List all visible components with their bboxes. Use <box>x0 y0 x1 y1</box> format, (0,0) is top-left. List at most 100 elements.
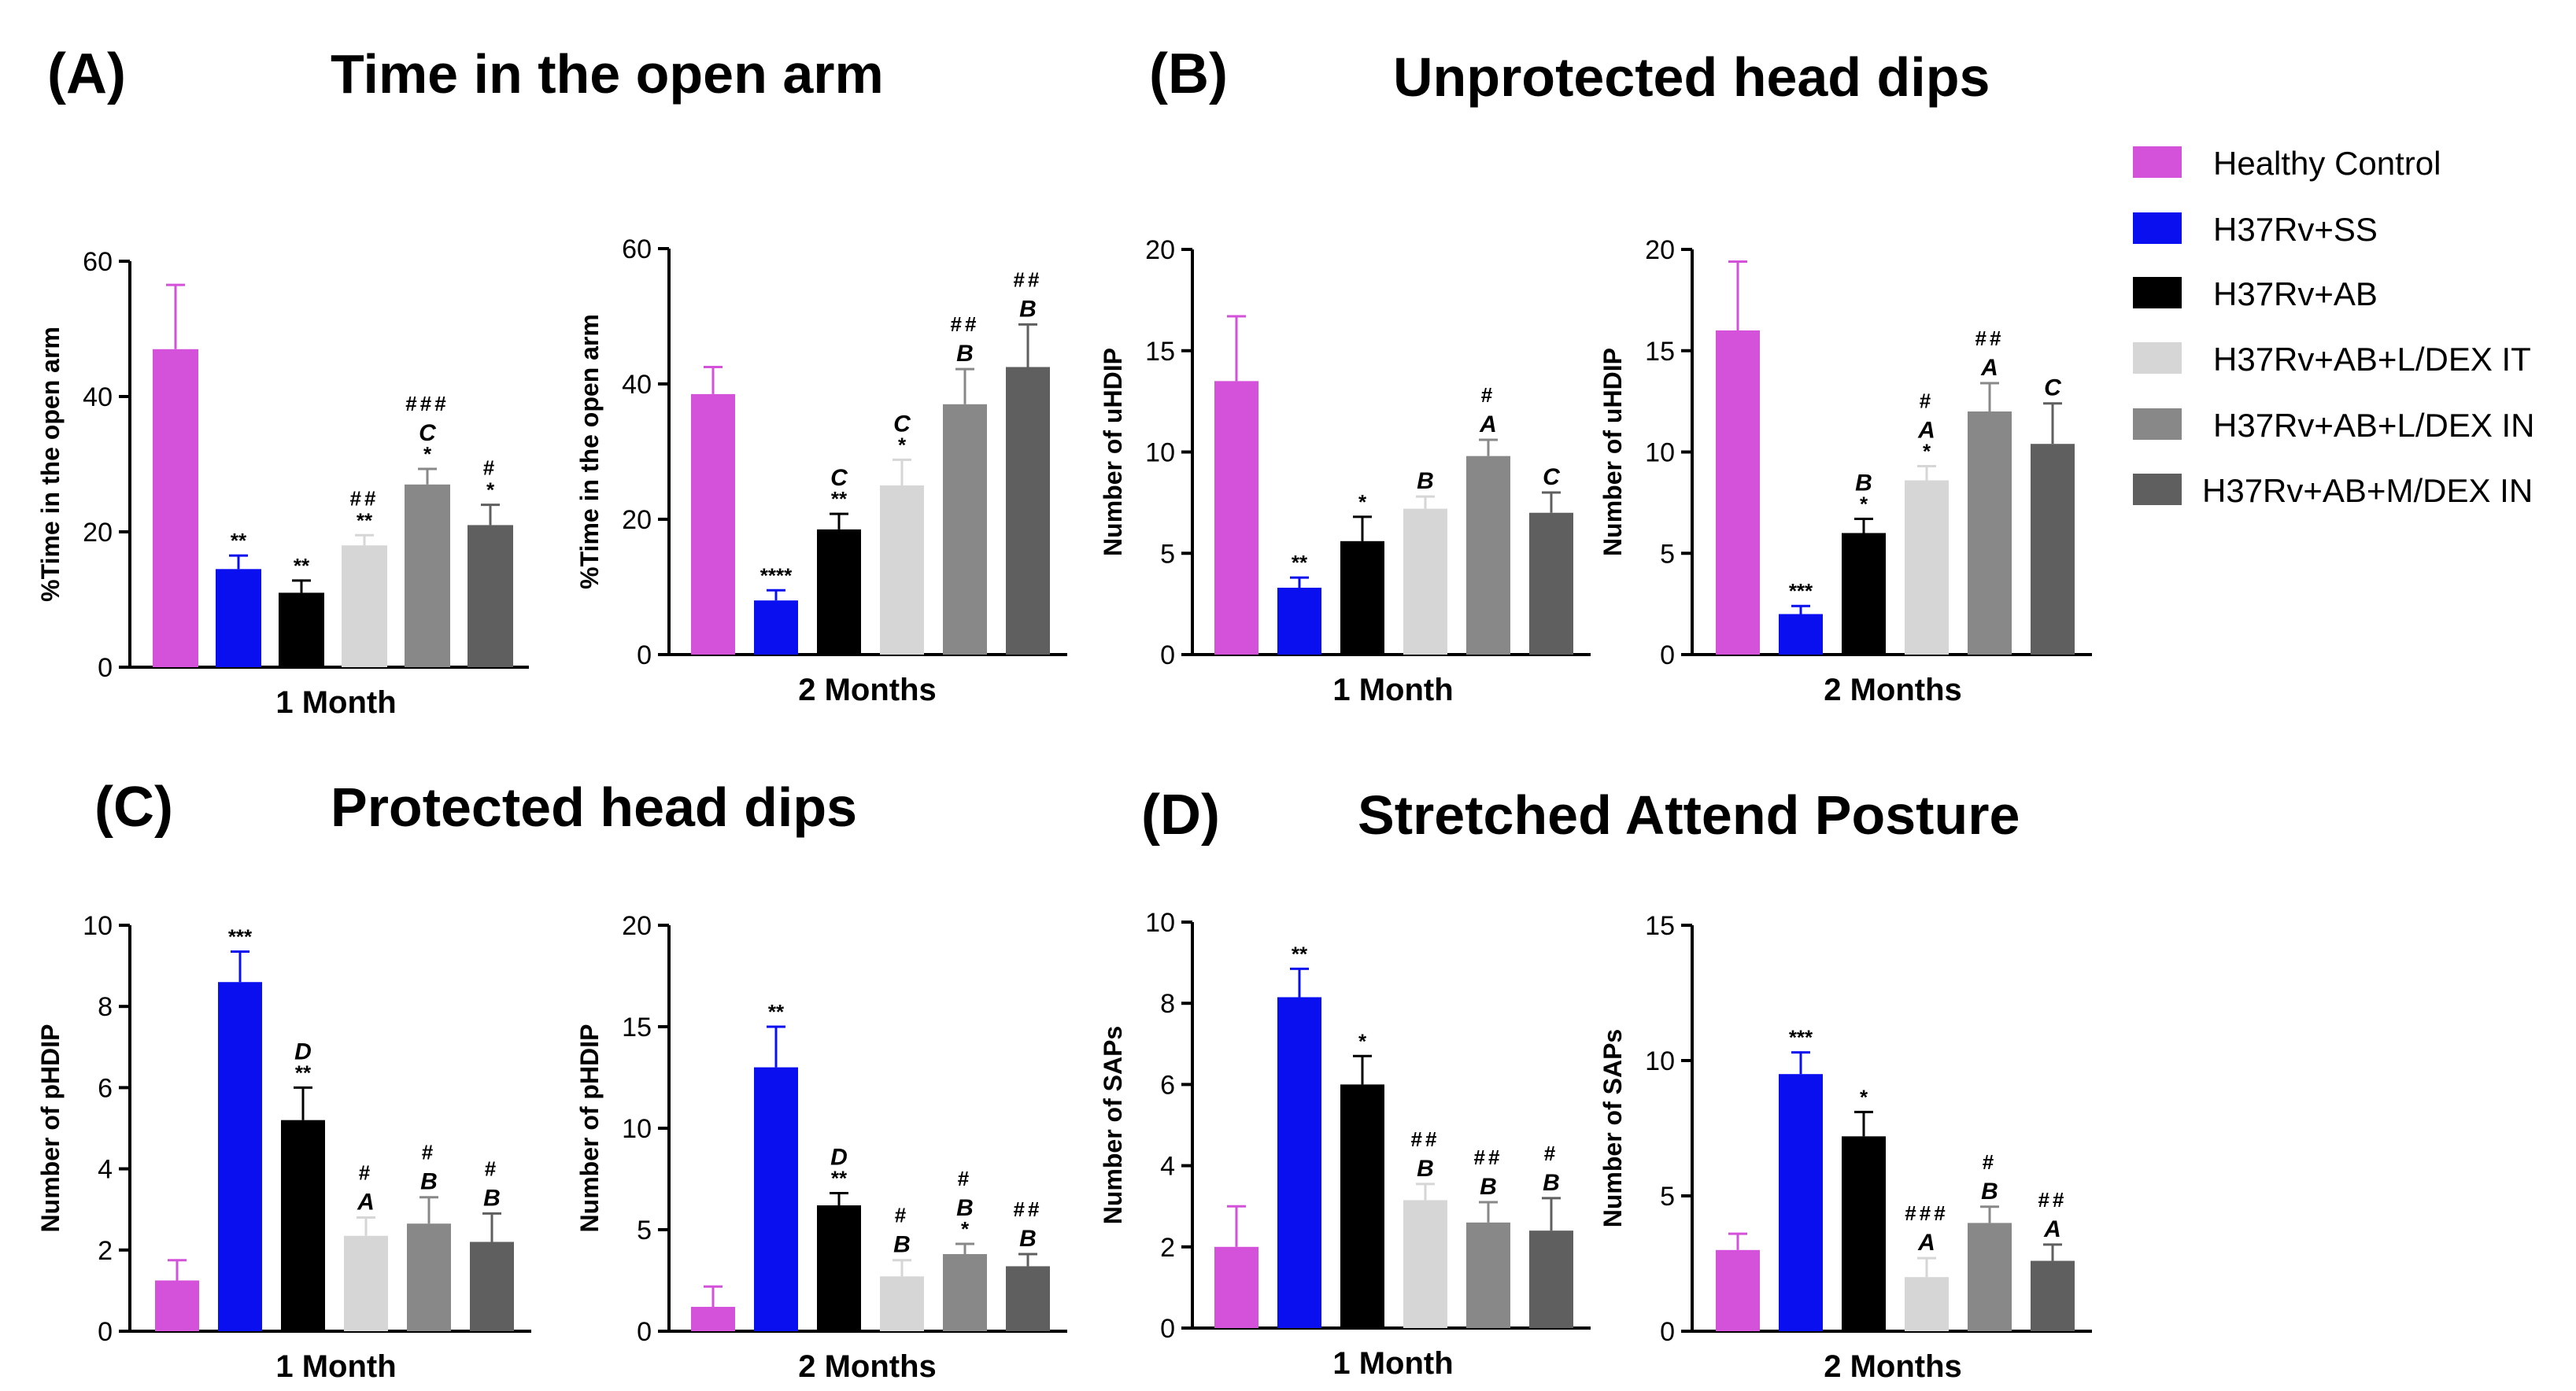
bar <box>943 404 987 655</box>
legend-label: H37Rv+AB+L/DEX IT <box>2213 341 2531 378</box>
significance-label: B <box>956 341 974 367</box>
significance-label: * <box>961 1217 970 1241</box>
bar <box>1340 541 1384 655</box>
panel-letter-c: (C) <box>94 776 173 839</box>
y-axis-title: Number of SAPs <box>1598 1029 1627 1227</box>
significance-label: A <box>357 1190 375 1216</box>
significance-label: ### <box>1905 1201 1948 1225</box>
y-tick-label: 20 <box>622 505 652 535</box>
legend-label: H37Rv+SS <box>2213 211 2378 248</box>
significance-label: B <box>1019 1226 1037 1252</box>
bar <box>342 545 387 667</box>
significance-label: ## <box>350 486 379 510</box>
y-tick-label: 4 <box>98 1155 113 1185</box>
significance-label: ## <box>1014 1197 1043 1221</box>
significance-label: * <box>1860 492 1868 515</box>
y-tick-label: 0 <box>637 640 652 670</box>
bar <box>943 1253 987 1331</box>
legend: Healthy Control H37Rv+SS H37Rv+AB H37Rv+AB+… <box>2133 145 2535 509</box>
y-tick-label: 20 <box>622 911 652 941</box>
y-tick-label: 60 <box>622 234 652 264</box>
significance-label: # <box>359 1161 373 1185</box>
panel-letter-a: (A) <box>47 42 126 105</box>
bar <box>218 982 262 1331</box>
significance-label: ### <box>405 392 449 415</box>
significance-label: B <box>1543 1170 1560 1196</box>
y-tick-label: 2 <box>1160 1233 1175 1263</box>
y-tick-label: 6 <box>1160 1070 1175 1100</box>
bar <box>2031 1260 2075 1331</box>
y-tick-label: 2 <box>98 1236 113 1266</box>
bar <box>468 525 513 667</box>
bar <box>880 1276 924 1331</box>
panel-title-b: Unprotected head dips <box>1393 46 1990 108</box>
significance-label: * <box>1860 1085 1868 1109</box>
bar <box>1779 1074 1823 1331</box>
panel-title-c: Protected head dips <box>331 777 857 838</box>
bar <box>2031 444 2075 655</box>
significance-label: * <box>423 442 432 466</box>
significance-label: B <box>483 1185 501 1211</box>
y-tick-label: 0 <box>1160 640 1175 670</box>
legend-label: Healthy Control <box>2213 145 2441 182</box>
bar <box>1905 1277 1949 1331</box>
bar <box>754 600 798 655</box>
significance-label: A <box>1917 1230 1935 1256</box>
bar <box>405 484 450 667</box>
significance-label: A <box>1479 411 1497 437</box>
bar <box>470 1242 514 1331</box>
bar <box>754 1067 798 1331</box>
significance-label: ** <box>295 1061 312 1084</box>
significance-label: B <box>956 1195 974 1221</box>
bar <box>1842 533 1886 655</box>
bar <box>1716 330 1760 655</box>
significance-label: B <box>1417 468 1434 494</box>
bar <box>1466 456 1510 655</box>
y-tick-label: 0 <box>98 1317 113 1347</box>
y-tick-label: 0 <box>1660 640 1675 670</box>
significance-label: B <box>893 1232 911 1258</box>
bar <box>880 485 924 655</box>
bar <box>691 1307 735 1331</box>
significance-label: ** <box>831 487 848 511</box>
significance-label: C <box>893 411 911 437</box>
y-tick-label: 40 <box>622 370 652 400</box>
legend-label: H37Rv+AB <box>2213 275 2378 312</box>
bar <box>1277 588 1321 655</box>
x-axis-label: 1 Month <box>275 1349 396 1384</box>
y-tick-label: 15 <box>1645 337 1675 367</box>
y-tick-label: 60 <box>83 247 113 277</box>
significance-label: ## <box>951 312 980 336</box>
x-axis-label: 2 Months <box>798 673 937 707</box>
significance-label: C <box>2044 375 2062 401</box>
significance-label: * <box>1923 440 1931 463</box>
y-axis-title: Number of uHDIP <box>1099 348 1127 556</box>
significance-label: B <box>420 1169 438 1195</box>
bar <box>216 569 261 667</box>
legend-swatch <box>2133 474 2182 505</box>
legend-label: H37Rv+AB+M/DEX IN <box>2202 472 2533 509</box>
bar <box>1716 1249 1760 1331</box>
significance-label: # <box>485 1157 499 1180</box>
y-tick-label: 20 <box>83 518 113 548</box>
y-tick-label: 40 <box>83 382 113 412</box>
y-axis-title: Number of SAPs <box>1099 1026 1127 1224</box>
legend-label: H37Rv+AB+L/DEX IN <box>2213 407 2535 444</box>
y-tick-label: 10 <box>622 1114 652 1144</box>
bar <box>407 1223 451 1331</box>
y-axis-title: %Time in the open arm <box>36 327 65 602</box>
x-axis-label: 2 Months <box>1824 1349 1962 1384</box>
bar <box>1403 1200 1447 1328</box>
y-tick-label: 10 <box>1145 438 1175 468</box>
significance-label: # <box>483 456 497 480</box>
y-tick-label: 15 <box>622 1013 652 1042</box>
significance-label: * <box>898 433 907 456</box>
y-tick-label: 0 <box>1160 1314 1175 1344</box>
bar <box>153 349 198 667</box>
significance-label: # <box>895 1204 909 1227</box>
bar <box>344 1235 388 1331</box>
